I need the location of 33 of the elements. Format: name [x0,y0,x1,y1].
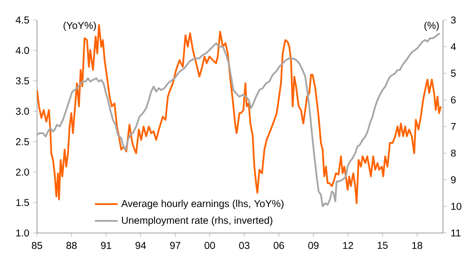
x-tick-label: 97 [170,242,180,250]
x-tick-label: 18 [412,242,422,250]
y2-tick-label: 7 [451,123,456,130]
y-tick-label: 2.5 [16,138,29,146]
y-axis-title: (YoY%) [64,22,96,31]
y-tick-label: 3.5 [16,77,29,84]
y2-axis-title: (%) [424,22,439,31]
x-tick-label: 91 [101,242,112,250]
legend-label: Unemployment rate (rhs, inverted) [122,216,272,226]
y-tick-label: 1.0 [16,229,30,237]
y2-tick-label: 5 [450,70,456,77]
x-tick-label: 15 [378,242,388,249]
y2-tick-label: 10 [451,202,462,210]
x-tick-label: 88 [66,242,77,250]
y-tick-label: 4.0 [16,46,30,54]
x-tick-label: 00 [204,242,215,250]
y2-tick-label: 9 [451,176,456,184]
x-tick-label: 94 [136,242,146,250]
y-tick-label: 4.5 [16,16,29,24]
x-tick-label: 03 [239,242,250,250]
y2-tick-label: 8 [451,150,456,157]
x-tick-label: 06 [274,242,284,250]
x-tick-label: 09 [308,242,319,250]
legend-label: Average hourly earnings (lhs, YoY%) [121,200,284,210]
y2-tick-label: 4 [450,43,456,50]
y2-tick-label: 11 [451,230,460,236]
y2-tick-label: 3 [450,16,456,24]
y2-tick-label: 6 [451,96,456,104]
y-tick-label: 2.0 [16,168,30,176]
y-tick-label: 1.5 [16,199,29,206]
x-tick-label: 12 [343,242,354,249]
x-tick-label: 85 [32,242,42,250]
y-tick-label: 3.0 [16,108,30,115]
